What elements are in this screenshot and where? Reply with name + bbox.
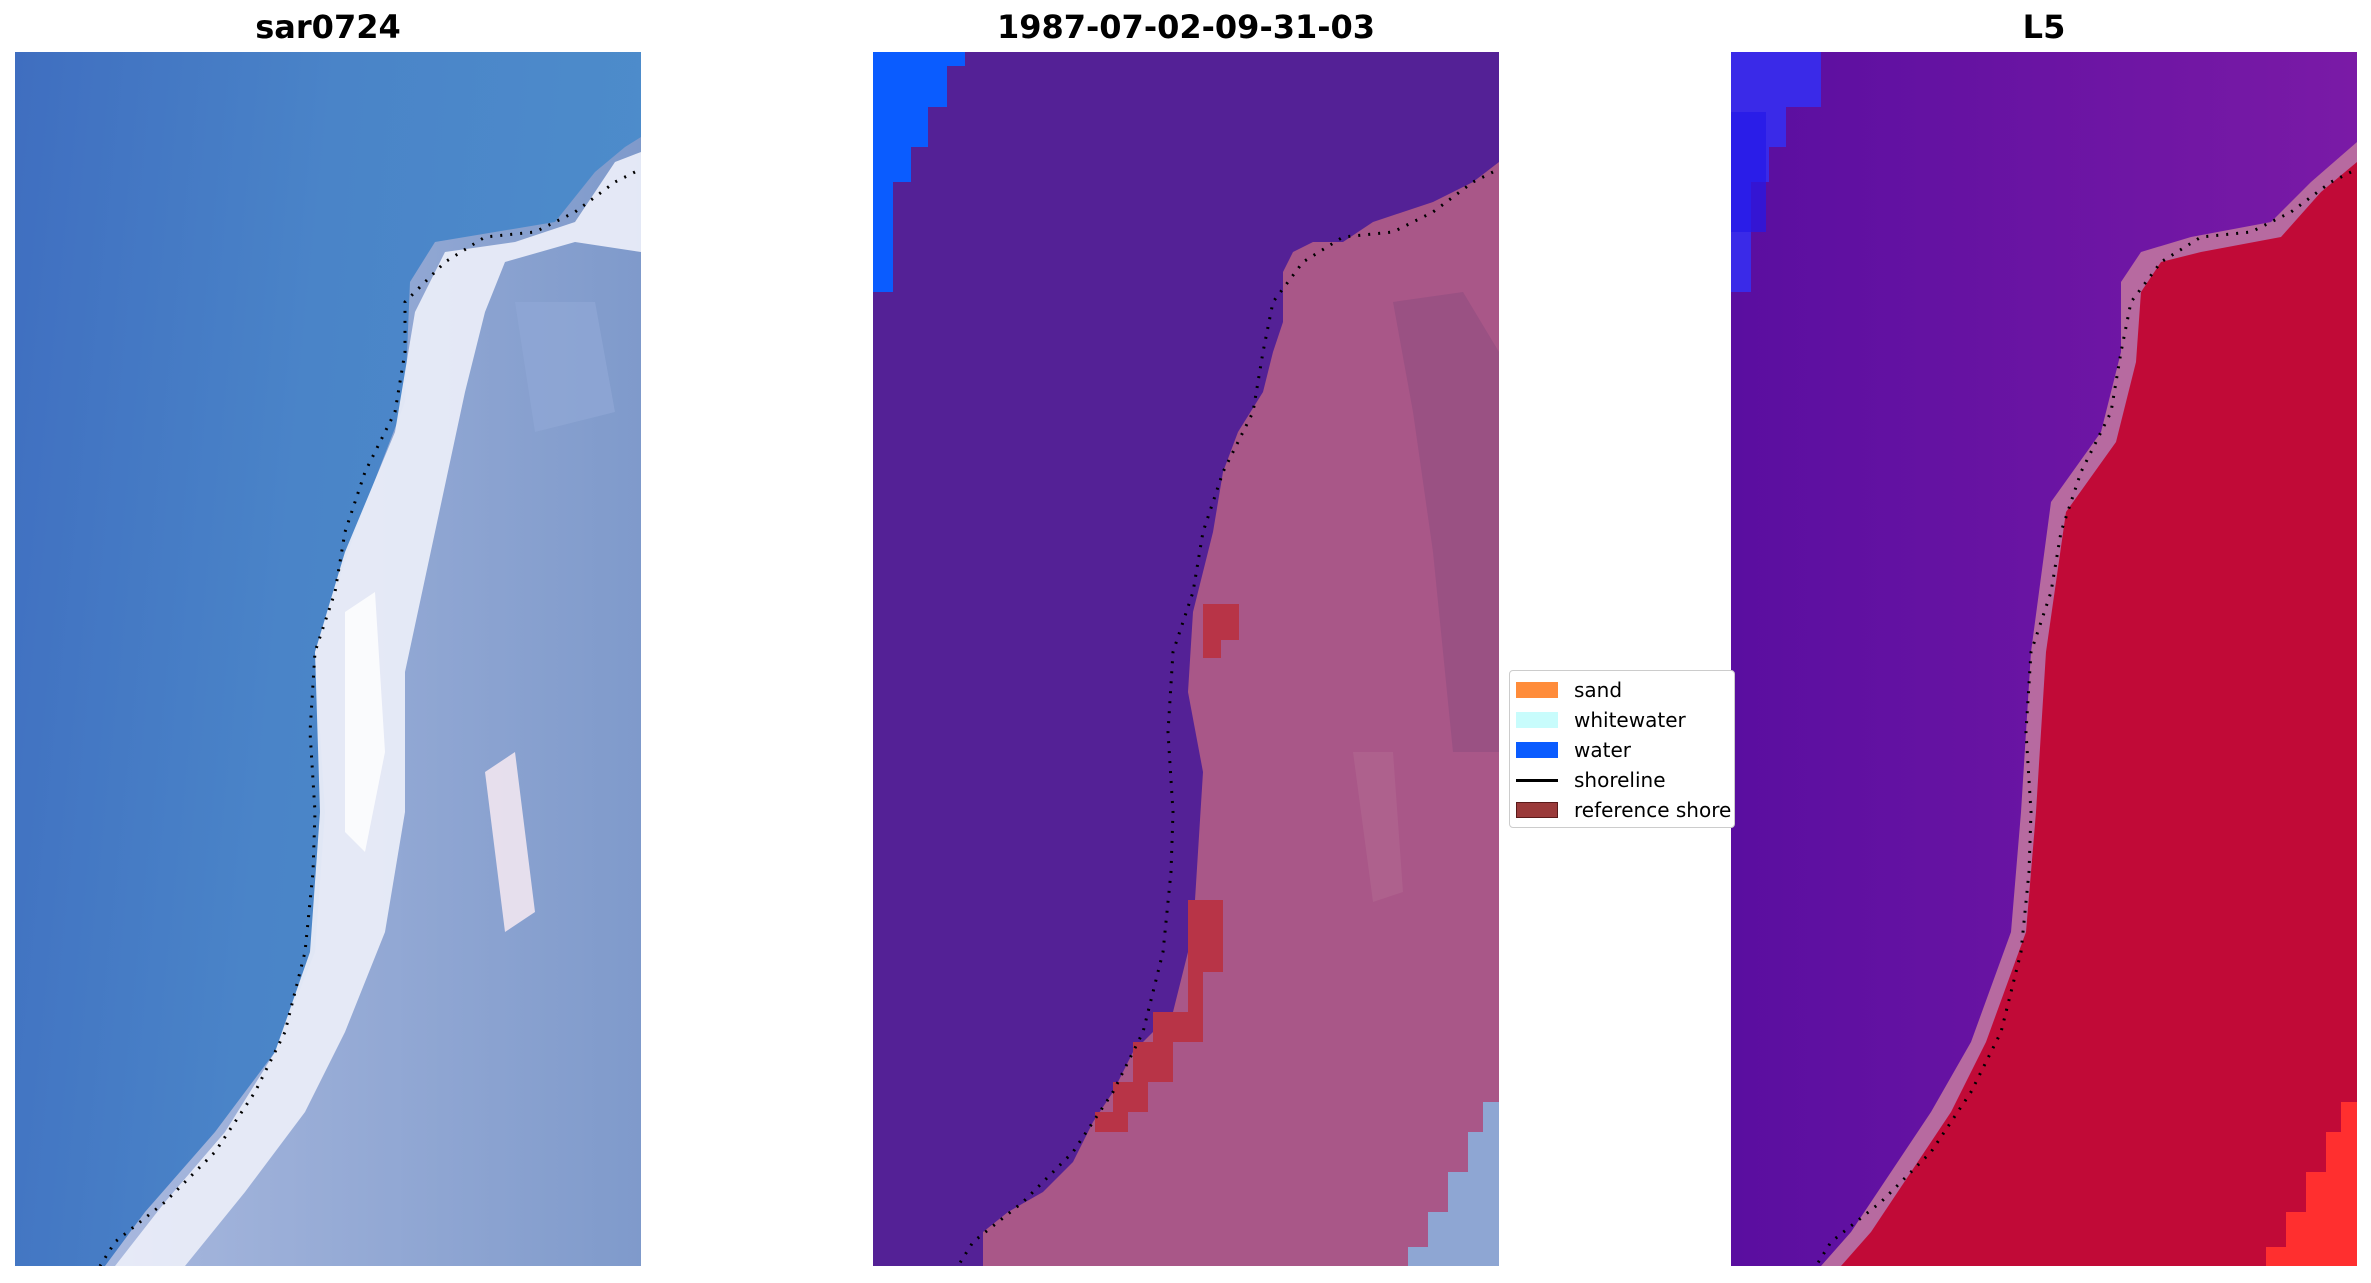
whitewater-swatch: [1516, 712, 1558, 728]
legend-item-water: water: [1516, 735, 1631, 765]
legend-label: reference shore: [1574, 798, 1732, 822]
classified-image-panel: [873, 52, 1499, 1266]
classified-image: [873, 52, 1499, 1266]
legend-label: shoreline: [1574, 768, 1666, 792]
shoreline-classified: [956, 170, 1494, 1266]
sand-swatch: [1516, 682, 1558, 698]
shoreline-rgb: [98, 170, 636, 1266]
legend-item-shoreline: shoreline: [1516, 765, 1666, 795]
water-swatch: [1516, 742, 1558, 758]
ref-shore-patch: [1203, 604, 1239, 640]
water-class-region: [873, 52, 965, 292]
legend-item-reference-shore: reference shore: [1516, 795, 1731, 825]
legend-label: sand: [1574, 678, 1623, 702]
shoreline-swatch: [1516, 778, 1558, 782]
reference-shore-swatch: [1516, 802, 1558, 818]
shoreline-l5: [1814, 170, 2352, 1266]
rgb-image: [15, 52, 641, 1266]
rgb-image-panel: [15, 52, 641, 1266]
legend-item-whitewater: whitewater: [1516, 705, 1686, 735]
legend: sand whitewater water shoreline referenc…: [1509, 670, 1735, 828]
l5-image: [1731, 52, 2357, 1266]
land-class-region: [983, 162, 1499, 1266]
panel-title-date: 1987-07-02-09-31-03: [996, 8, 1376, 46]
l5-image-panel: [1731, 52, 2357, 1266]
panel-title-sar: sar0724: [255, 8, 401, 46]
legend-label: water: [1574, 738, 1631, 762]
panel-title-l5: L5: [2022, 8, 2066, 46]
legend-item-sand: sand: [1516, 675, 1622, 705]
legend-label: whitewater: [1574, 708, 1686, 732]
